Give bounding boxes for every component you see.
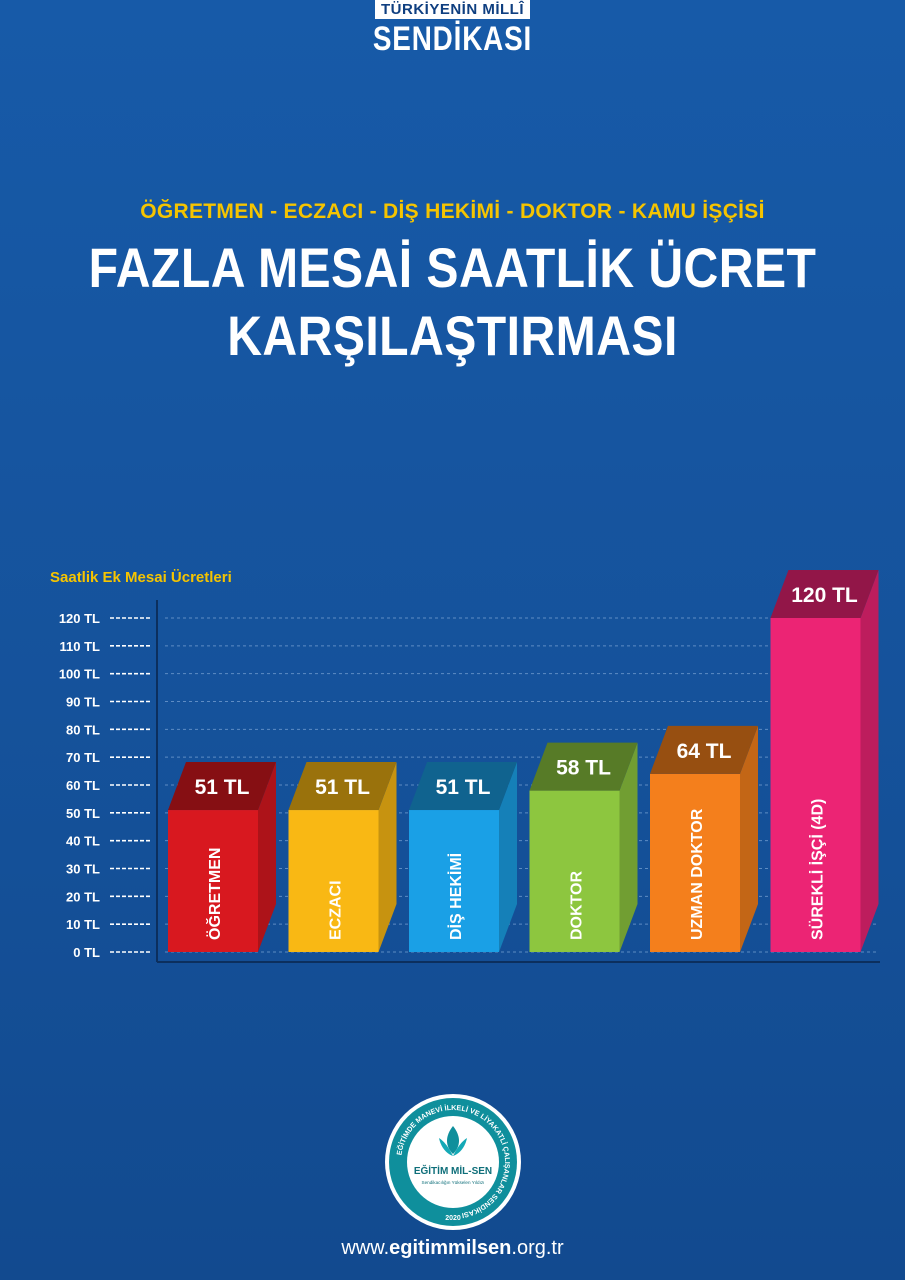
bar-value-label: 51 TL xyxy=(195,776,250,799)
y-tick-label: 60 TL xyxy=(66,778,100,793)
bar-side xyxy=(378,762,397,952)
bar-value-label: 51 TL xyxy=(315,776,370,799)
chart-title: Saatlik Ek Mesai Ücretleri xyxy=(50,569,232,586)
bar-value-label: 64 TL xyxy=(677,740,732,763)
title-line-2: KARŞILAŞTIRMASI xyxy=(227,304,678,367)
bar-top xyxy=(650,725,758,774)
bar-chart: Saatlik Ek Mesai Ücretleri 0 TL 10 TL 20 TL… xyxy=(50,569,880,963)
logo-year: 2020 xyxy=(445,1215,461,1222)
bar-side xyxy=(740,725,758,952)
bar-value-label: 51 TL xyxy=(436,776,491,799)
y-tick-label: 10 TL xyxy=(66,917,100,932)
y-tick-label: 50 TL xyxy=(66,806,100,821)
y-tick-label: 40 TL xyxy=(66,834,100,849)
bar-category-label: DİŞ HEKİMİ xyxy=(447,853,465,940)
bar-value-label: 120 TL xyxy=(791,584,858,607)
subtitle: ÖĞRETMEN - ECZACI - DİŞ HEKİMİ - DOKTOR … xyxy=(140,200,765,223)
bar-category-label: UZMAN DOKTOR xyxy=(689,808,706,940)
bar-side xyxy=(860,570,879,952)
y-tick-label: 90 TL xyxy=(66,695,100,710)
y-tick-label: 70 TL xyxy=(66,750,100,765)
bar xyxy=(409,810,499,952)
y-tick-label: 30 TL xyxy=(66,862,100,877)
logo-name: EĞİTİM MİL-SEN xyxy=(414,1164,492,1177)
logo-tagline: Sendikacılığın Yükselen Yıldızı xyxy=(422,1180,485,1185)
bar-top xyxy=(288,762,397,811)
y-tick-label: 20 TL xyxy=(66,889,100,904)
website-name: egitimmilsen xyxy=(389,1237,512,1259)
bar-side xyxy=(258,762,276,952)
website-suffix: .org.tr xyxy=(511,1237,564,1259)
egitim-mil-sen-logo: EĞİTİMDE MANEVİ İLKELİ VE LİYAKATLİ ÇALI… xyxy=(385,1094,521,1230)
bar-category-label: SÜREKLİ İŞÇİ (4D) xyxy=(808,799,827,940)
bar xyxy=(168,810,258,952)
bar-top xyxy=(168,762,276,811)
brand-tagline: TÜRKİYENİN MİLLÎ xyxy=(375,0,530,19)
bar-top xyxy=(770,570,879,618)
bar xyxy=(529,790,620,952)
y-tick-label: 100 TL xyxy=(59,667,100,682)
bar-top xyxy=(409,762,517,811)
bar xyxy=(770,618,861,952)
bar xyxy=(650,773,740,952)
title-line-1: FAZLA MESAİ SAATLİK ÜCRET xyxy=(88,236,817,299)
bar-category-label: ECZACI xyxy=(328,880,345,940)
brand-header: TÜRKİYENİN MİLLÎ SENDİKASI xyxy=(0,0,905,59)
bar xyxy=(288,810,379,952)
y-tick-label: 120 TL xyxy=(59,611,100,626)
bar-category-label: ÖĞRETMEN xyxy=(205,848,224,940)
bar-side xyxy=(619,742,638,952)
bar-value-label: 58 TL xyxy=(556,757,611,780)
website-link[interactable]: www.egitimmilsen.org.tr xyxy=(0,1237,905,1260)
y-tick-label: 110 TL xyxy=(60,639,101,654)
y-tick-label: 0 TL xyxy=(73,945,100,960)
bar-category-label: DOKTOR xyxy=(569,871,586,940)
bar-top xyxy=(529,742,638,791)
y-tick-label: 80 TL xyxy=(66,722,100,737)
website-prefix: www. xyxy=(341,1237,390,1259)
bar-side xyxy=(499,762,517,952)
brand-name: SENDİKASI xyxy=(372,20,533,58)
page-title: FAZLA MESAİ SAATLİK ÜCRET KARŞILAŞTIRMAS… xyxy=(0,234,905,370)
